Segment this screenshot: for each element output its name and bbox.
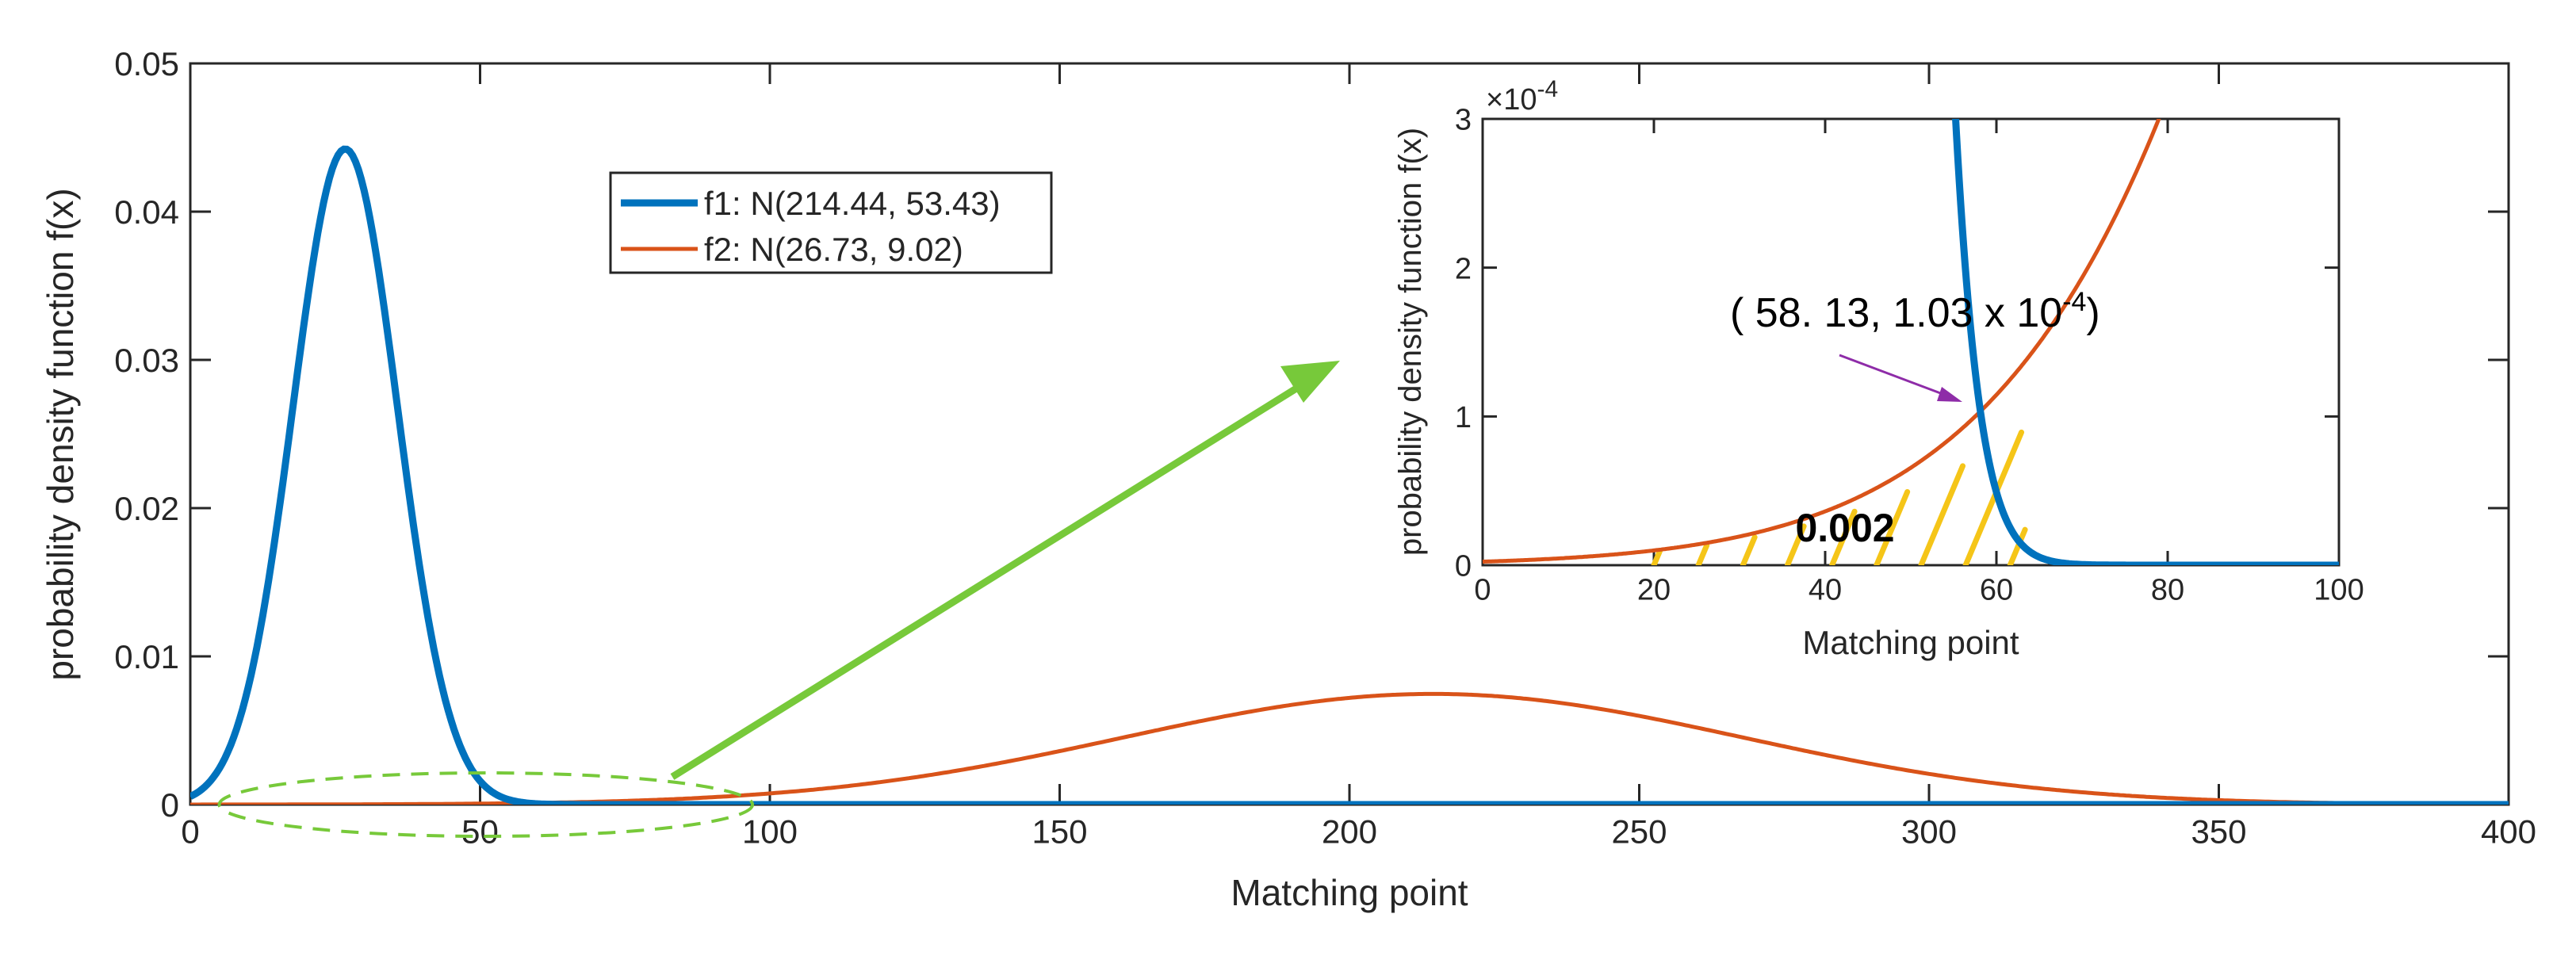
main-x-tick-label: 300 — [1901, 813, 1957, 850]
intersection-label-close: ) — [2086, 290, 2099, 336]
legend-f2-label: f2: N(26.73, 9.02) — [704, 231, 963, 268]
hatch-line — [1918, 463, 1966, 565]
main-y-axis-ticks: 0 0.01 0.02 0.03 0.04 0.05 — [114, 45, 2509, 824]
highlight-ellipse — [217, 771, 755, 838]
main-x-tick-label: 0 — [181, 813, 199, 850]
legend: f1: N(214.44, 53.43) f2: N(26.73, 9.02) — [609, 171, 1053, 274]
inset-y-multiplier-exponent: -4 — [1537, 76, 1558, 102]
legend-f1-label: f1: N(214.44, 53.43) — [704, 185, 1001, 222]
inset-y-tick-label: 2 — [1455, 252, 1472, 285]
main-x-axis-label: Matching point — [1231, 872, 1468, 913]
intersection-arrow-shaft — [1839, 354, 1950, 398]
overlap-area-label: 0.002 — [1795, 506, 1894, 550]
main-y-tick-label: 0.05 — [114, 45, 179, 82]
inset-x-tick-label: 20 — [1637, 574, 1671, 607]
inset-x-axis-ticks: 0 20 40 60 80 100 — [1474, 119, 2364, 607]
hatch-line — [1651, 548, 1663, 565]
zoom-arrow-head — [1280, 361, 1340, 403]
main-x-tick-label: 350 — [2191, 813, 2246, 850]
inset-x-tick-label: 80 — [2151, 574, 2184, 607]
inset-series-f2-line — [1483, 119, 2161, 564]
main-y-tick-label: 0 — [161, 786, 179, 824]
inset-y-tick-label: 3 — [1455, 104, 1472, 137]
hatch-line — [1962, 429, 2025, 565]
main-y-tick-label: 0.02 — [114, 490, 179, 527]
inset-plot-area — [1481, 117, 2341, 567]
inset-x-tick-label: 40 — [1809, 574, 1842, 607]
inset-x-tick-label: 0 — [1474, 574, 1491, 607]
main-x-tick-label: 50 — [461, 813, 499, 850]
main-y-tick-label: 0.01 — [114, 638, 179, 675]
main-x-axis-ticks: 0 50 100 150 200 250 300 350 400 — [181, 63, 2536, 850]
main-y-tick-label: 0.03 — [114, 342, 179, 379]
main-x-tick-label: 100 — [742, 813, 798, 850]
inset-y-multiplier: ×10-4 — [1486, 76, 1558, 117]
zoom-arrow-shaft — [670, 385, 1299, 780]
hatch-line — [1740, 534, 1758, 565]
inset-y-tick-label: 1 — [1455, 401, 1472, 434]
hatch-line — [2007, 526, 2028, 565]
inset-x-tick-label: 60 — [1980, 574, 2013, 607]
hatch-line — [1874, 489, 1911, 565]
inset-x-tick-label: 100 — [2314, 574, 2364, 607]
main-x-tick-label: 200 — [1322, 813, 1377, 850]
intersection-label: ( 58. 13, 1.03 x 10-4) — [1730, 287, 2100, 336]
hatch-line — [1829, 508, 1858, 565]
main-x-tick-label: 400 — [2481, 813, 2536, 850]
main-x-tick-label: 250 — [1611, 813, 1667, 850]
inset-y-tick-label: 0 — [1455, 550, 1472, 583]
inset-y-multiplier-base: ×10 — [1486, 83, 1537, 117]
overlap-area-hatching — [1651, 429, 2028, 565]
inset-x-axis-label: Matching point — [1802, 624, 2019, 661]
intersection-arrow-head — [1937, 387, 1962, 402]
inset-y-axis-ticks: 0 1 2 3 — [1455, 104, 2339, 583]
hatch-line — [1695, 542, 1710, 565]
inset-y-axis-label: probability density function f(x) — [1393, 128, 1428, 556]
main-y-axis-label: probability density function f(x) — [40, 188, 81, 680]
main-y-tick-label: 0.04 — [114, 193, 179, 231]
legend-box — [609, 171, 1053, 274]
intersection-label-text: ( 58. 13, 1.03 x 10 — [1730, 290, 2062, 336]
intersection-arrow — [1839, 354, 1962, 402]
main-x-tick-label: 150 — [1032, 813, 1087, 850]
hatch-line — [1784, 523, 1807, 565]
intersection-label-exponent: -4 — [2062, 287, 2086, 317]
zoom-arrow — [670, 361, 1340, 780]
